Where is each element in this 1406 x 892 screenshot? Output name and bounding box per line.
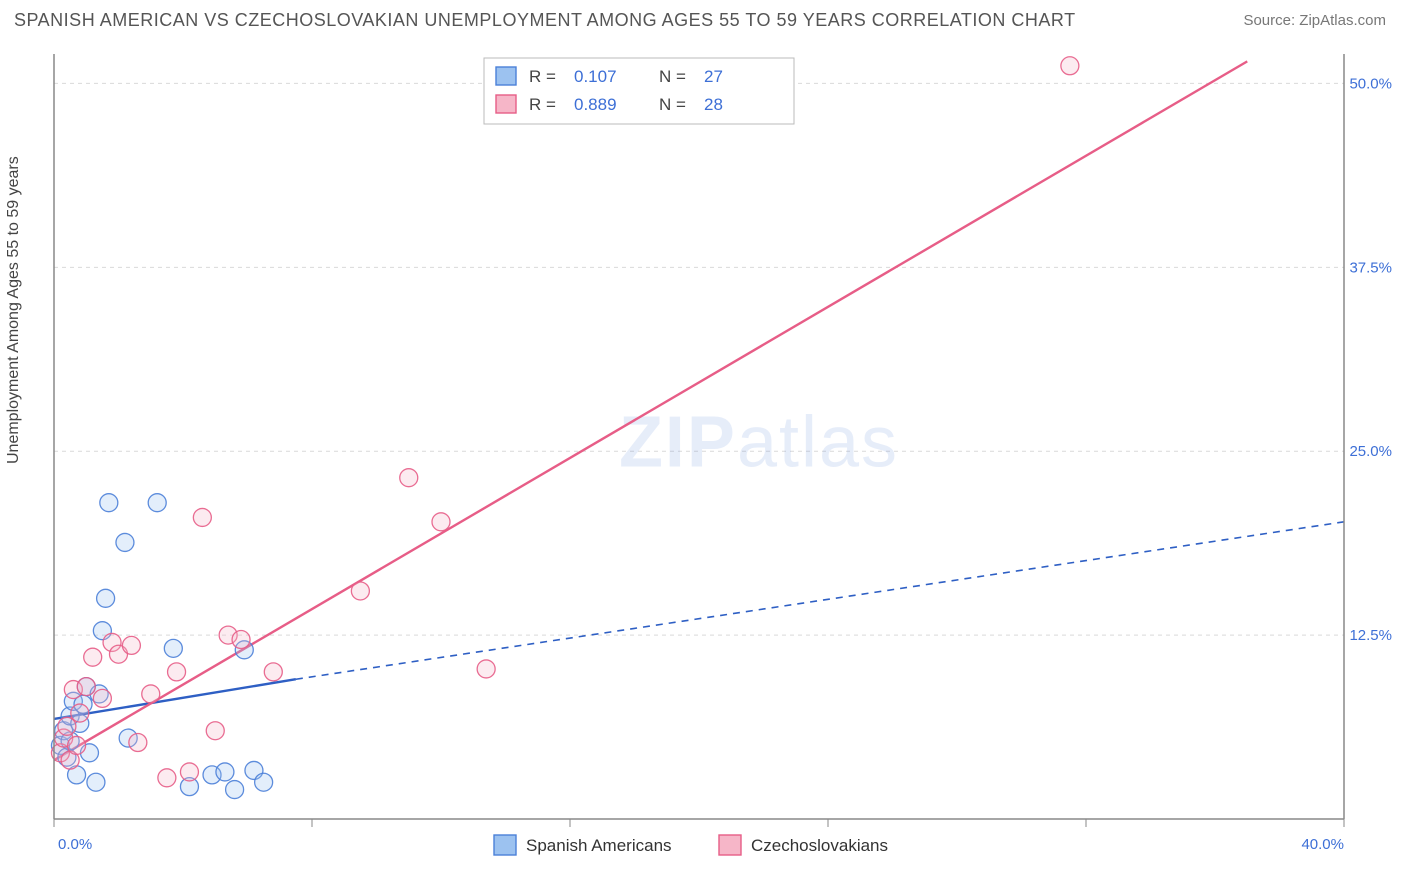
- svg-text:0.889: 0.889: [574, 95, 617, 114]
- data-point: [1061, 57, 1079, 75]
- source-label: Source: ZipAtlas.com: [1243, 12, 1386, 29]
- x-axis-min-label: 0.0%: [58, 836, 92, 853]
- data-point: [97, 589, 115, 607]
- data-point: [122, 636, 140, 654]
- data-point: [264, 663, 282, 681]
- data-point: [432, 513, 450, 531]
- data-point: [77, 678, 95, 696]
- data-point: [164, 639, 182, 657]
- data-point: [129, 734, 147, 752]
- data-point: [116, 533, 134, 551]
- svg-text:27: 27: [704, 67, 723, 86]
- data-point: [351, 582, 369, 600]
- svg-text:R =: R =: [529, 95, 556, 114]
- y-axis-tick-label: 12.5%: [1349, 627, 1392, 644]
- data-point: [158, 769, 176, 787]
- stats-swatch: [496, 67, 516, 85]
- data-point: [193, 508, 211, 526]
- svg-text:ZIPatlas: ZIPatlas: [619, 403, 899, 483]
- data-point: [232, 631, 250, 649]
- legend-label: Czechoslovakians: [751, 836, 888, 855]
- svg-text:R =: R =: [529, 67, 556, 86]
- data-point: [87, 773, 105, 791]
- svg-text:28: 28: [704, 95, 723, 114]
- data-point: [477, 660, 495, 678]
- data-point: [93, 689, 111, 707]
- header: SPANISH AMERICAN VS CZECHOSLOVAKIAN UNEM…: [0, 0, 1406, 37]
- legend-swatch: [494, 835, 516, 855]
- chart-title: SPANISH AMERICAN VS CZECHOSLOVAKIAN UNEM…: [14, 10, 1076, 31]
- data-point: [216, 763, 234, 781]
- y-axis-tick-label: 25.0%: [1349, 443, 1392, 460]
- scatter-chart: ZIPatlas 0.0% 40.0% 12.5% 25.0% 37.5% 50.0% R =…: [14, 44, 1394, 884]
- y-axis-tick-label: 50.0%: [1349, 75, 1392, 92]
- svg-text:0.107: 0.107: [574, 67, 617, 86]
- stats-swatch: [496, 95, 516, 113]
- legend-swatch: [719, 835, 741, 855]
- data-point: [100, 494, 118, 512]
- data-point: [168, 663, 186, 681]
- chart-area: Unemployment Among Ages 55 to 59 years Z…: [14, 44, 1394, 884]
- data-point: [68, 736, 86, 754]
- data-point: [400, 469, 418, 487]
- data-point: [142, 685, 160, 703]
- data-point: [84, 648, 102, 666]
- data-point: [226, 781, 244, 799]
- data-point: [71, 704, 89, 722]
- y-axis-label: Unemployment Among Ages 55 to 59 years: [5, 156, 23, 464]
- x-axis-max-label: 40.0%: [1301, 836, 1344, 853]
- legend-label: Spanish Americans: [526, 836, 672, 855]
- data-point: [255, 773, 273, 791]
- svg-text:N =: N =: [659, 67, 686, 86]
- data-point: [206, 722, 224, 740]
- svg-text:N =: N =: [659, 95, 686, 114]
- data-point: [148, 494, 166, 512]
- data-point: [180, 763, 198, 781]
- y-axis-tick-label: 37.5%: [1349, 259, 1392, 276]
